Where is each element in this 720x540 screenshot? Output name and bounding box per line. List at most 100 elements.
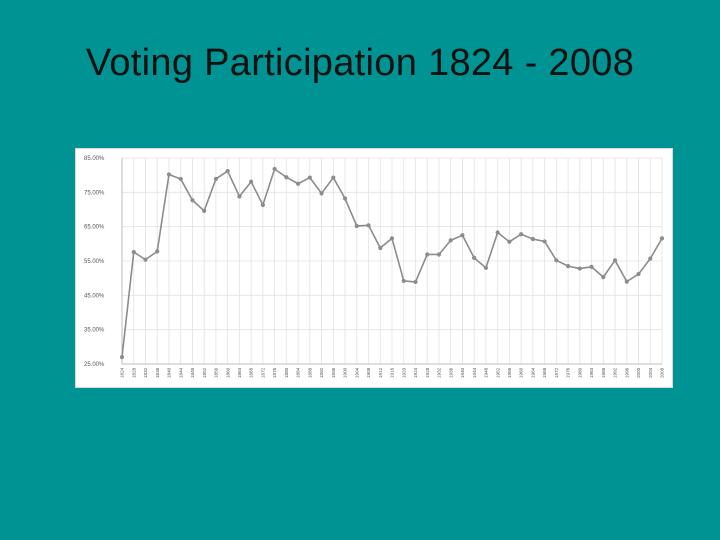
- data-point-2000: [636, 271, 641, 277]
- x-tick-label: 1928: [425, 367, 430, 378]
- data-point-1916: [389, 236, 395, 241]
- data-point-1956: [507, 239, 512, 244]
- data-point-1908: [366, 223, 371, 228]
- data-point-1928: [425, 252, 430, 257]
- data-point-1844: [178, 176, 183, 182]
- line-chart: 25.00% 35.00% 45.00% 55.00% 65.00% 75.00% 85.0…: [75, 148, 673, 388]
- x-tick-label: 1944: [472, 367, 477, 378]
- data-point-1860: [225, 168, 230, 174]
- chart-canvas: 25.00% 35.00% 45.00% 55.00% 65.00% 75.00% 85.0…: [84, 156, 665, 378]
- x-tick-label: 1980: [577, 367, 582, 378]
- data-point-1868: [249, 179, 254, 184]
- y-tick-label: 25.00%: [84, 362, 105, 368]
- x-tick-label: 1848: [190, 367, 195, 378]
- data-point-2008: [659, 236, 665, 241]
- data-point-1852: [202, 208, 207, 213]
- x-tick-label: 1888: [307, 367, 312, 378]
- slide-title: Voting Participation 1824 - 2008: [85, 42, 635, 84]
- x-tick-label: 1840: [167, 367, 172, 378]
- x-tick-label: 1956: [507, 367, 512, 378]
- x-tick-label: 1952: [495, 367, 500, 378]
- data-point-1972: [554, 258, 559, 263]
- data-point-1976: [565, 264, 571, 269]
- data-point-1880: [284, 175, 289, 180]
- data-point-1872: [260, 202, 265, 208]
- x-tick-label: 1936: [448, 367, 453, 378]
- x-tick-label: 1924: [413, 367, 418, 378]
- x-tick-label: 1996: [624, 367, 629, 378]
- x-tick-label: 1872: [260, 367, 265, 378]
- x-tick-label: 1880: [284, 367, 289, 378]
- x-tick-label: 1860: [225, 367, 230, 378]
- data-point-1912: [378, 245, 383, 251]
- data-point-1840: [166, 172, 172, 177]
- data-point-1952: [495, 230, 500, 235]
- y-tick-label: 55.00%: [84, 259, 105, 265]
- data-point-1948: [483, 265, 489, 270]
- data-point-1896: [331, 175, 336, 180]
- data-point-1824: [119, 355, 125, 360]
- chart-data-points: [119, 166, 665, 360]
- x-tick-label: 1920: [401, 367, 406, 378]
- x-tick-label: 1940: [460, 367, 465, 378]
- data-point-1876: [272, 166, 277, 172]
- data-point-1960: [519, 232, 524, 237]
- x-tick-label: 2000: [636, 367, 641, 378]
- data-point-1984: [589, 264, 594, 269]
- data-point-1900: [342, 196, 348, 201]
- x-tick-label: 1900: [343, 367, 348, 378]
- x-tick-label: 1976: [566, 367, 571, 378]
- y-tick-label: 75.00%: [84, 190, 105, 196]
- x-tick-label: 1912: [378, 367, 383, 378]
- x-tick-label: 1988: [601, 367, 606, 378]
- data-point-1920: [401, 278, 406, 284]
- x-tick-label: 1884: [296, 367, 301, 378]
- y-tick-label: 65.00%: [84, 225, 105, 231]
- x-tick-label: 2008: [660, 367, 665, 378]
- data-point-1988: [601, 275, 606, 280]
- x-tick-label: 1916: [390, 367, 395, 378]
- x-tick-label: 1972: [554, 367, 559, 378]
- data-point-1980: [577, 266, 582, 271]
- data-point-1940: [460, 233, 465, 238]
- data-point-1864: [237, 194, 242, 199]
- x-tick-label: 1844: [178, 367, 183, 378]
- x-tick-label: 1824: [120, 367, 125, 378]
- x-tick-label: 1864: [237, 367, 242, 378]
- data-point-1856: [213, 176, 219, 182]
- data-point-1832: [143, 257, 148, 262]
- x-tick-label: 1960: [519, 367, 524, 378]
- data-point-1828: [131, 249, 136, 255]
- data-point-1932: [436, 252, 442, 257]
- x-tick-label: 1968: [542, 367, 547, 378]
- data-point-1904: [354, 223, 359, 229]
- x-tick-label: 1868: [249, 367, 254, 378]
- x-tick-label: 1856: [214, 367, 219, 378]
- x-tick-label: 1832: [143, 367, 148, 378]
- chart-tick-labels: 25.00% 35.00% 45.00% 55.00% 65.00% 75.00% 85.0…: [84, 156, 665, 378]
- x-tick-label: 1836: [155, 367, 160, 378]
- x-tick-label: 1992: [613, 367, 618, 378]
- chart-gridlines: [121, 157, 663, 365]
- y-tick-label: 35.00%: [84, 328, 105, 334]
- y-tick-label: 85.00%: [84, 156, 105, 162]
- x-tick-label: 1932: [437, 367, 442, 378]
- data-point-1892: [319, 191, 324, 196]
- data-point-1944: [472, 255, 477, 261]
- data-point-1964: [530, 236, 535, 242]
- data-point-1992: [612, 258, 618, 263]
- x-tick-label: 1964: [530, 367, 535, 378]
- data-point-1968: [542, 239, 547, 244]
- x-tick-label: 1896: [331, 367, 336, 378]
- x-tick-label: 1984: [589, 367, 594, 378]
- data-point-1924: [413, 279, 418, 285]
- x-tick-label: 2004: [648, 367, 653, 378]
- x-tick-label: 1852: [202, 367, 207, 378]
- x-tick-label: 1892: [319, 367, 324, 378]
- y-tick-label: 45.00%: [84, 293, 105, 299]
- chart-axes: [121, 158, 662, 365]
- x-tick-label: 1908: [366, 367, 371, 378]
- data-point-1884: [295, 181, 301, 186]
- x-tick-label: 1904: [354, 367, 359, 378]
- data-point-1936: [448, 238, 453, 243]
